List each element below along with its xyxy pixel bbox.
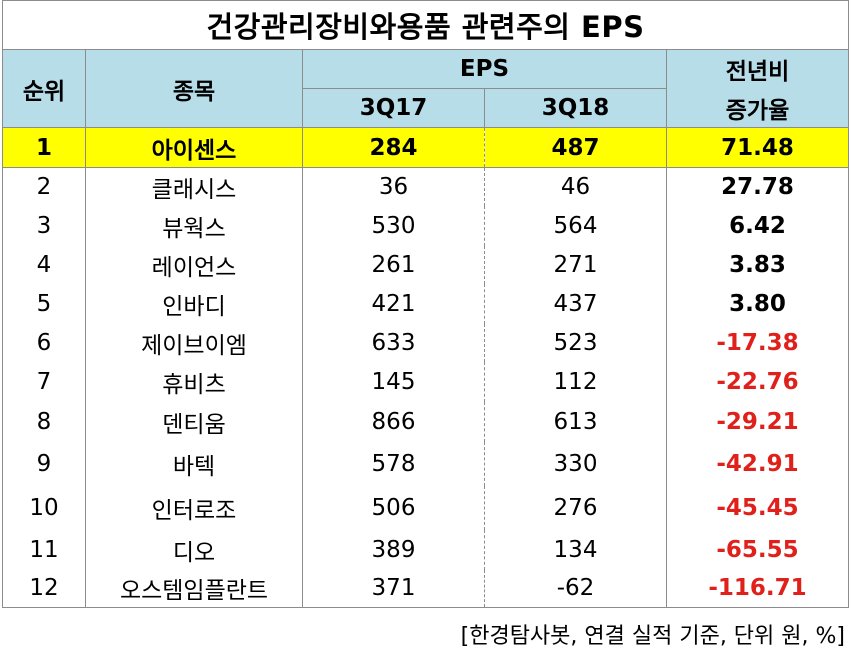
- name-cell: 오스템임플란트: [85, 569, 303, 608]
- name-cell: 아이센스: [85, 127, 303, 168]
- rank-cell: 7: [2, 361, 86, 402]
- table-title: 건강관리장비와용품 관련주의 EPS: [2, 0, 849, 50]
- header-name: 종목: [85, 49, 303, 128]
- name-cell: 클래시스: [85, 167, 303, 206]
- rank-cell: 9: [2, 441, 86, 486]
- header-3q17: 3Q17: [302, 88, 485, 128]
- name-cell: 디오: [85, 529, 303, 570]
- rank-cell: 10: [2, 485, 86, 530]
- eps-3q18-cell: 523: [484, 323, 667, 362]
- header-rank: 순위: [2, 49, 86, 128]
- name-cell: 인터로조: [85, 485, 303, 530]
- growth-cell: -29.21: [666, 401, 849, 442]
- eps-3q17-cell: 145: [302, 361, 485, 402]
- eps-3q17-cell: 389: [302, 529, 485, 570]
- eps-3q17-cell: 866: [302, 401, 485, 442]
- header-growth-line1: 전년비: [666, 49, 849, 89]
- table-row: 10 인터로조 506 276 -45.45: [2, 485, 849, 530]
- name-cell: 덴티움: [85, 401, 303, 442]
- growth-cell: -116.71: [666, 569, 849, 608]
- eps-3q18-cell: 437: [484, 283, 667, 324]
- eps-3q17-cell: 578: [302, 441, 485, 486]
- eps-3q17-cell: 633: [302, 323, 485, 362]
- table-row: 7 휴비츠 145 112 -22.76: [2, 361, 849, 402]
- growth-cell: 3.80: [666, 283, 849, 324]
- eps-table-container: 건강관리장비와용품 관련주의 EPS 순위 종목 EPS 전년비 3Q17 3Q…: [2, 0, 849, 608]
- table-row: 2 클래시스 36 46 27.78: [2, 167, 849, 206]
- eps-3q17-cell: 506: [302, 485, 485, 530]
- table-row: 12 오스템임플란트 371 -62 -116.71: [2, 569, 849, 608]
- rank-cell: 5: [2, 283, 86, 324]
- eps-3q18-cell: 487: [484, 127, 667, 168]
- rank-cell: 2: [2, 167, 86, 206]
- eps-3q18-cell: 276: [484, 485, 667, 530]
- header-eps: EPS: [302, 49, 667, 89]
- rank-cell: 11: [2, 529, 86, 570]
- eps-3q17-cell: 421: [302, 283, 485, 324]
- eps-3q18-cell: 271: [484, 245, 667, 284]
- table-row: 6 제이브이엠 633 523 -17.38: [2, 323, 849, 362]
- growth-cell: 3.83: [666, 245, 849, 284]
- name-cell: 뷰웍스: [85, 205, 303, 246]
- name-cell: 휴비츠: [85, 361, 303, 402]
- growth-cell: -17.38: [666, 323, 849, 362]
- table-row: 11 디오 389 134 -65.55: [2, 529, 849, 570]
- eps-3q18-cell: 46: [484, 167, 667, 206]
- table-row: 8 덴티움 866 613 -29.21: [2, 401, 849, 442]
- name-cell: 제이브이엠: [85, 323, 303, 362]
- table-row: 9 바텍 578 330 -42.91: [2, 441, 849, 486]
- eps-3q18-cell: 134: [484, 529, 667, 570]
- name-cell: 바텍: [85, 441, 303, 486]
- rank-cell: 6: [2, 323, 86, 362]
- table-row: 3 뷰웍스 530 564 6.42: [2, 205, 849, 246]
- eps-3q17-cell: 530: [302, 205, 485, 246]
- eps-3q18-cell: 613: [484, 401, 667, 442]
- growth-cell: 71.48: [666, 127, 849, 168]
- rank-cell: 8: [2, 401, 86, 442]
- eps-3q17-cell: 36: [302, 167, 485, 206]
- rank-cell: 12: [2, 569, 86, 608]
- table-row: 1 아이센스 284 487 71.48: [2, 127, 849, 168]
- name-cell: 레이언스: [85, 245, 303, 284]
- growth-cell: 6.42: [666, 205, 849, 246]
- eps-table: 건강관리장비와용품 관련주의 EPS 순위 종목 EPS 전년비 3Q17 3Q…: [2, 0, 849, 608]
- eps-3q18-cell: 330: [484, 441, 667, 486]
- eps-3q18-cell: 564: [484, 205, 667, 246]
- growth-cell: -45.45: [666, 485, 849, 530]
- eps-3q18-cell: 112: [484, 361, 667, 402]
- rank-cell: 1: [2, 127, 86, 168]
- rank-cell: 4: [2, 245, 86, 284]
- growth-cell: 27.78: [666, 167, 849, 206]
- source-note: [한경탐사봇, 연결 실적 기준, 단위 원, %]: [460, 624, 845, 649]
- header-3q18: 3Q18: [484, 88, 667, 128]
- rank-cell: 3: [2, 205, 86, 246]
- growth-cell: -65.55: [666, 529, 849, 570]
- eps-3q17-cell: 371: [302, 569, 485, 608]
- eps-3q17-cell: 284: [302, 127, 485, 168]
- header-growth-line2: 증가율: [666, 88, 849, 128]
- table-row: 4 레이언스 261 271 3.83: [2, 245, 849, 284]
- eps-3q17-cell: 261: [302, 245, 485, 284]
- growth-cell: -22.76: [666, 361, 849, 402]
- growth-cell: -42.91: [666, 441, 849, 486]
- name-cell: 인바디: [85, 283, 303, 324]
- eps-3q18-cell: -62: [484, 569, 667, 608]
- table-row: 5 인바디 421 437 3.80: [2, 283, 849, 324]
